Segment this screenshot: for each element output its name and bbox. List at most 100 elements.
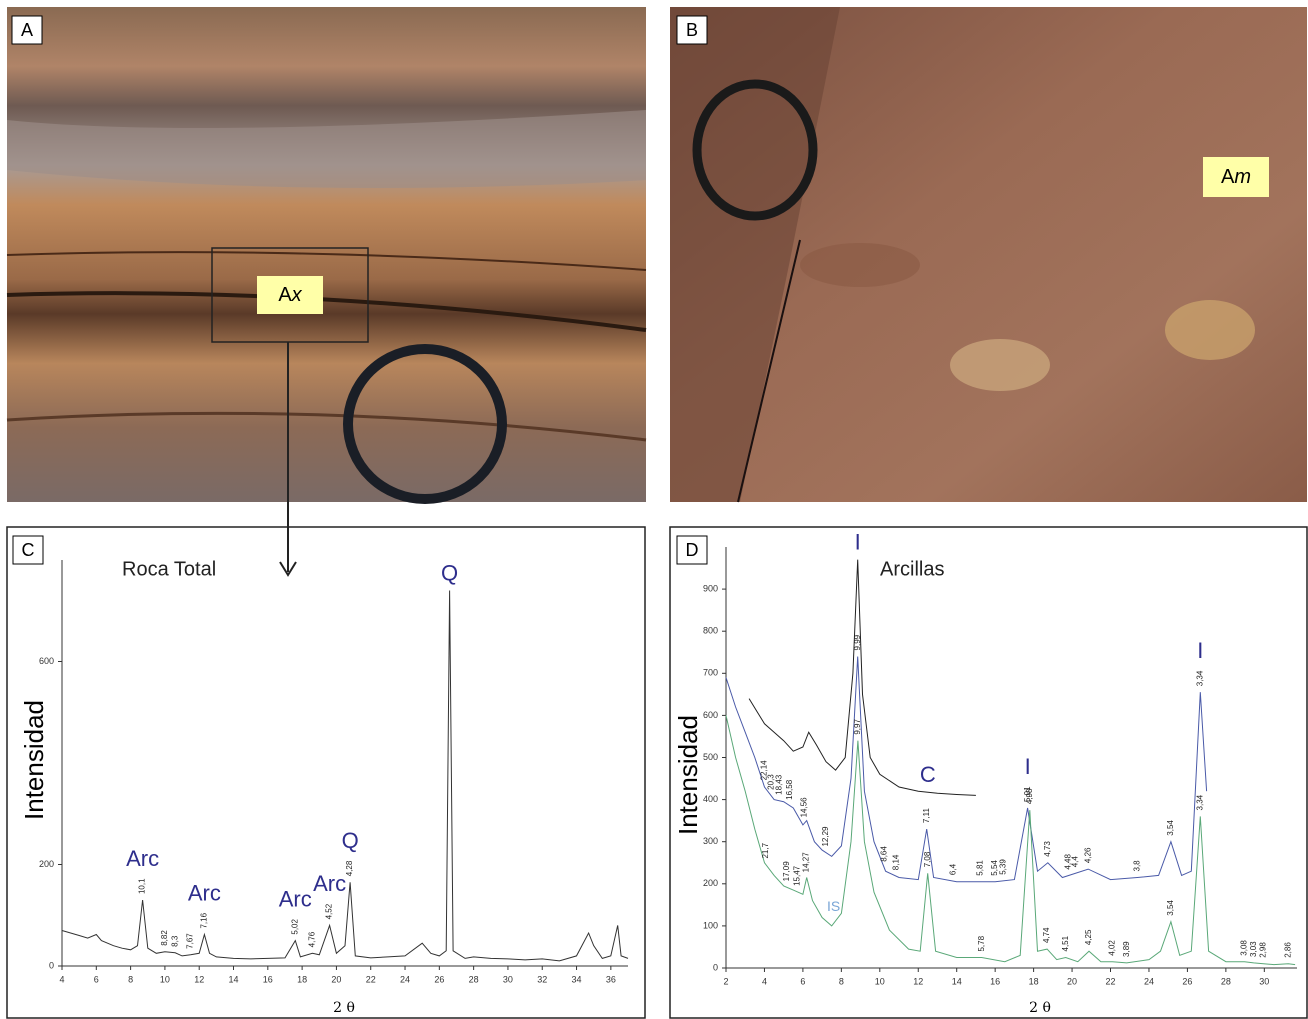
- y-tick-label: 200: [703, 878, 718, 888]
- x-tick-label: 20: [1067, 976, 1077, 986]
- x-tick-label: 14: [952, 976, 962, 986]
- panel-letter: D: [686, 540, 699, 560]
- x-tick-label: 8: [128, 974, 133, 984]
- y-tick-label: 200: [39, 859, 54, 869]
- peak-label: 4,73: [1043, 841, 1052, 857]
- y-tick-label: 700: [703, 668, 718, 678]
- peak-label: 3,89: [1122, 941, 1131, 957]
- panel-frame: [669, 526, 1308, 1019]
- phase-label: Arc: [313, 871, 346, 896]
- annotation-italic: x: [291, 284, 303, 306]
- peak-label: 3,08: [1240, 940, 1249, 956]
- x-tick-label: 32: [537, 974, 547, 984]
- peak-label: 2,86: [1283, 942, 1292, 958]
- x-tick-label: 16: [263, 974, 273, 984]
- annotation-text: A: [1221, 166, 1235, 188]
- peak-label: 3,34: [1195, 794, 1204, 810]
- x-tick-label: 10: [875, 976, 885, 986]
- phase-label: Arc: [126, 846, 159, 871]
- peak-label: 3,8: [1132, 860, 1141, 872]
- peak-label: 4,98: [1025, 788, 1034, 804]
- y-tick-label: 500: [703, 752, 718, 762]
- peak-label: 12,29: [821, 826, 830, 847]
- peak-label: 4,02: [1107, 940, 1116, 956]
- phase-label: I: [855, 529, 861, 554]
- peak-label: 5,54: [990, 860, 999, 876]
- peak-label: 9,99: [853, 634, 862, 650]
- peak-label: 8,64: [879, 846, 888, 862]
- peak-label: 7,08: [923, 851, 932, 867]
- x-tick-label: 4: [59, 974, 64, 984]
- peak-label: 4,76: [308, 931, 317, 947]
- x-tick-label: 2: [723, 976, 728, 986]
- y-tick-label: 0: [49, 960, 54, 970]
- peak-label: 4,52: [325, 903, 334, 919]
- xrd-trace: [61, 590, 629, 962]
- phase-label: IS: [827, 898, 840, 914]
- peak-label: 5,02: [290, 919, 299, 935]
- x-tick-label: 30: [503, 974, 513, 984]
- x-axis-label: 2 θ: [1029, 1000, 1051, 1016]
- annotation-italic: m: [1234, 166, 1251, 188]
- panel-frame: [6, 526, 646, 1019]
- peak-label: 8,82: [160, 930, 169, 946]
- y-tick-label: 0: [713, 962, 718, 972]
- annotation: Ax: [278, 284, 302, 306]
- x-tick-label: 36: [606, 974, 616, 984]
- panel-letter: C: [22, 540, 35, 560]
- annotation-text: A: [278, 284, 292, 306]
- peak-label: 10,1: [138, 878, 147, 894]
- peak-label: 14,56: [799, 797, 808, 818]
- peak-label: 2,98: [1259, 942, 1268, 958]
- peak-label: 20,3: [766, 774, 775, 790]
- y-tick-label: 800: [703, 626, 718, 636]
- peak-label: 16,58: [785, 779, 794, 800]
- annotation: Am: [1221, 166, 1251, 188]
- peak-label: 3,03: [1249, 941, 1258, 957]
- x-tick-label: 28: [1221, 976, 1231, 986]
- peak-label: 6,4: [949, 863, 958, 875]
- peak-label: 3,34: [1195, 670, 1204, 686]
- peak-label: 4,28: [345, 860, 354, 876]
- photo-b: Am B: [670, 7, 1307, 503]
- peak-label: 9,97: [853, 719, 862, 735]
- peak-label: 7,16: [199, 912, 208, 928]
- panel-letter: B: [686, 20, 698, 40]
- peak-label: 4,25: [1084, 929, 1093, 945]
- x-tick-label: 6: [800, 976, 805, 986]
- y-tick-label: 600: [703, 710, 718, 720]
- x-tick-label: 24: [1144, 976, 1154, 986]
- x-tick-label: 12: [913, 976, 923, 986]
- photo-a: Ax A: [6, 7, 647, 577]
- peak-label: 4,51: [1061, 935, 1070, 951]
- x-tick-label: 22: [1106, 976, 1116, 986]
- x-tick-label: 26: [1182, 976, 1192, 986]
- peak-label: 18,43: [775, 774, 784, 795]
- x-tick-label: 28: [469, 974, 479, 984]
- x-tick-label: 24: [400, 974, 410, 984]
- peak-label: 4,26: [1083, 847, 1092, 863]
- peak-label: 7,11: [922, 808, 931, 824]
- x-tick-label: 16: [990, 976, 1000, 986]
- x-tick-label: 30: [1259, 976, 1269, 986]
- xrd-trace: [725, 656, 1208, 883]
- phase-label: Arc: [188, 880, 221, 905]
- y-tick-label: 100: [703, 920, 718, 930]
- peak-label: 8,3: [170, 935, 179, 947]
- y-axis-label: Intensidad: [673, 715, 703, 835]
- y-tick-label: 600: [39, 656, 54, 666]
- xrd-trace: [748, 559, 976, 796]
- x-tick-label: 18: [297, 974, 307, 984]
- phase-label: Arc: [279, 886, 312, 911]
- peak-label: 17,09: [782, 861, 791, 882]
- x-tick-label: 12: [194, 974, 204, 984]
- peak-label: 5,78: [977, 935, 986, 951]
- phase-label: Q: [441, 560, 458, 585]
- phase-label: C: [920, 762, 936, 787]
- y-tick-label: 900: [703, 583, 718, 593]
- x-tick-label: 22: [366, 974, 376, 984]
- peak-label: 5,81: [976, 860, 985, 876]
- peak-label: 22,14: [759, 760, 768, 781]
